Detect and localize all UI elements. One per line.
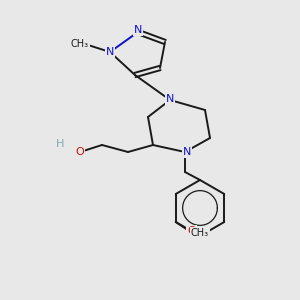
Text: N: N xyxy=(183,147,191,157)
Text: CH₃: CH₃ xyxy=(191,228,209,238)
Text: N: N xyxy=(134,25,142,35)
Text: CH₃: CH₃ xyxy=(71,39,89,49)
Text: O: O xyxy=(188,226,196,236)
Text: N: N xyxy=(106,47,114,57)
Text: H: H xyxy=(56,139,64,149)
Text: N: N xyxy=(166,94,174,104)
Text: O: O xyxy=(76,147,84,157)
